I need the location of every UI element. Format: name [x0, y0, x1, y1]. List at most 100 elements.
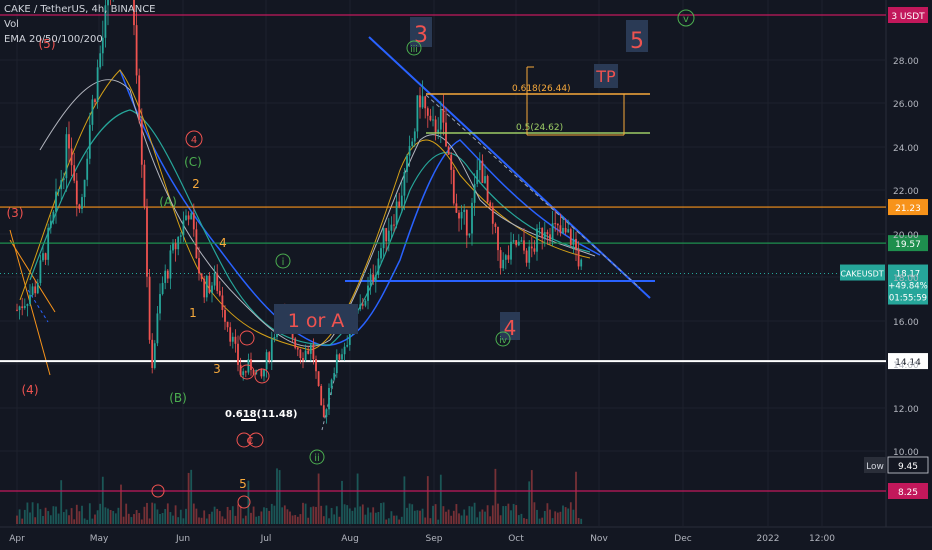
volume-bar: [502, 506, 505, 524]
volume-bar: [491, 505, 494, 524]
price-tick-label: 20.00: [893, 231, 919, 241]
volume-bar: [148, 518, 151, 524]
candle-body: [65, 134, 68, 179]
candle-body: [434, 119, 437, 134]
candle-body: [156, 313, 159, 344]
descending-trendline-dashed: [425, 94, 641, 289]
level-badge: [888, 199, 928, 216]
volume-bar: [458, 513, 460, 524]
volume-bar: [395, 515, 398, 524]
volume-bar: [421, 508, 424, 524]
candle-body: [270, 339, 273, 361]
volume-bar: [237, 504, 239, 524]
candle-body: [96, 67, 99, 103]
candle-body: [424, 96, 427, 109]
volume-bar: [520, 513, 523, 524]
volume-bar: [408, 503, 411, 524]
volume-bar: [185, 508, 187, 524]
candle-body: [543, 232, 546, 238]
volume-bar: [203, 510, 206, 524]
volume-bar: [21, 518, 24, 524]
volume-bar: [322, 516, 325, 524]
volume-bar: [489, 516, 492, 524]
volume-bar: [530, 470, 533, 524]
volume-bar: [320, 505, 323, 524]
candle-body: [395, 201, 398, 226]
volume-bar: [200, 517, 203, 524]
volume-bar: [242, 518, 245, 524]
wave-circle-red-b: [239, 364, 255, 380]
volume-bar: [528, 481, 531, 524]
candle-body: [138, 75, 141, 120]
price-tick-label: 28.00: [893, 57, 919, 67]
volume-bar: [229, 510, 232, 524]
volume-bar: [484, 511, 486, 524]
level-badge-label: 8.25: [898, 488, 918, 498]
volume-bar: [465, 515, 468, 524]
volume-bar: [481, 509, 484, 524]
wave-label-4-circled: 4: [191, 135, 197, 146]
volume-bar: [55, 506, 57, 524]
volume-bar: [580, 518, 583, 524]
volume-bar: [437, 519, 440, 524]
candle-body: [421, 96, 424, 108]
candle-body: [411, 141, 414, 147]
candle-body: [52, 211, 55, 221]
wave-circle-iii: [406, 40, 422, 56]
candle-body: [380, 248, 382, 259]
volume-bar: [49, 515, 52, 524]
candle-body: [21, 306, 24, 309]
candle-body: [486, 176, 489, 203]
candle-body: [442, 108, 445, 123]
candle-body: [68, 134, 70, 149]
wave-label-paren-a: (A): [159, 195, 177, 209]
volume-bar: [57, 513, 60, 524]
volume-bar: [419, 510, 421, 524]
volume-bar: [572, 509, 575, 524]
volume-bar: [359, 506, 362, 524]
annotations: 0.618(26.44) 0.5(24.62) 0.618(11.48) 3 5…: [7, 9, 695, 509]
volume-bar: [190, 469, 193, 524]
candle-body: [569, 229, 572, 245]
candle-body: [299, 349, 302, 359]
candle-body: [481, 160, 484, 183]
candle-body: [328, 387, 330, 410]
candle-body: [18, 306, 21, 311]
volume-bar: [361, 504, 364, 524]
wave-circle-4-red: [185, 130, 203, 148]
legend-symbol[interactable]: CAKE / TetherUS, 4h, BINANCE: [4, 4, 156, 15]
fib-label-0618: 0.618(26.44): [512, 84, 571, 94]
candle-body: [172, 243, 174, 251]
volume-bar: [541, 517, 544, 524]
candle-body: [510, 241, 512, 260]
volume-bar: [268, 510, 271, 524]
candle-body: [88, 124, 91, 159]
candle-body: [159, 294, 161, 314]
volume-bar: [499, 515, 502, 524]
volume-bar: [164, 509, 167, 524]
volume-bar: [400, 516, 403, 524]
legend-ema[interactable]: EMA 20/50/100/200: [4, 34, 103, 45]
candle-body: [174, 243, 177, 250]
legend-vol[interactable]: Vol: [4, 19, 19, 30]
volume-bar: [60, 480, 63, 524]
axis-ticks: 28.00 26.00 24.00 22.00 20.00 18.00 16.00 14.00…: [9, 57, 919, 544]
volume-bar: [226, 506, 229, 524]
volume-bar: [198, 517, 200, 524]
wave-ii-dashed: [321, 371, 337, 431]
current-countdown: 01:55:59: [889, 294, 927, 304]
volume-bar: [364, 514, 367, 524]
volume-bar: [231, 506, 234, 524]
candle-body: [164, 270, 167, 283]
candle-body: [304, 350, 307, 361]
candle-body: [478, 160, 481, 171]
candle-body: [57, 189, 60, 192]
volume-bar: [445, 511, 447, 524]
volume-bar: [252, 506, 255, 524]
volume-bar: [577, 518, 580, 524]
wave-label-c-circled: C: [247, 436, 254, 447]
volume-bar: [244, 515, 247, 524]
fib-target-box[interactable]: 0.618(26.44) 0.5(24.62): [426, 66, 650, 136]
volume-bar: [476, 517, 479, 524]
